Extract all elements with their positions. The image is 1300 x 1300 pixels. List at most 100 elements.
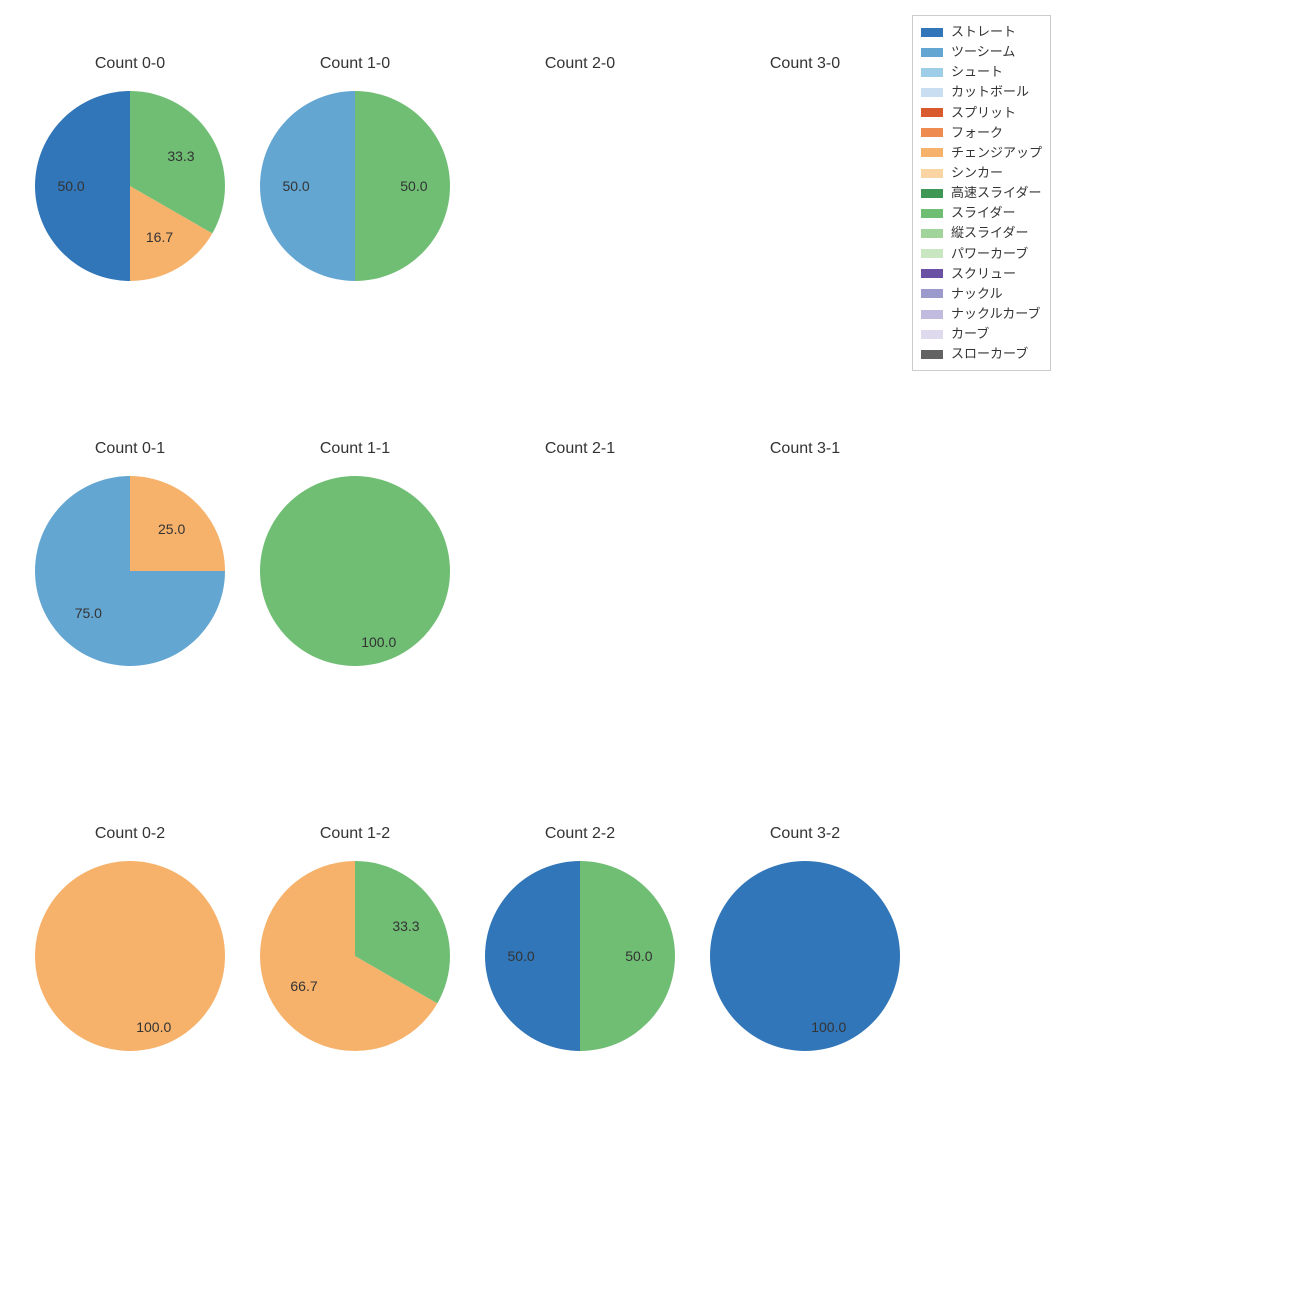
pie: 50.0 50.0 — [485, 861, 675, 1051]
legend-swatch — [921, 128, 943, 137]
panel-title: Count 3-0 — [695, 55, 915, 73]
legend-swatch — [921, 350, 943, 359]
legend-item: スライダー — [921, 203, 1042, 223]
legend-label: カットボール — [951, 82, 1029, 102]
panel-title: Count 1-1 — [245, 440, 465, 458]
legend-label: スライダー — [951, 203, 1015, 223]
legend-item: シュート — [921, 62, 1042, 82]
legend-label: ナックルカーブ — [951, 304, 1040, 324]
slice-label: 16.7 — [146, 229, 173, 245]
panel-count-3_0: Count 3-0 — [695, 55, 915, 281]
legend-label: シュート — [951, 62, 1003, 82]
panel-count-2_2: Count 2-2 50.0 50.0 — [470, 825, 690, 1051]
figure: Count 0-050.016.733.3Count 1-050.050.0Co… — [0, 0, 1300, 1300]
pie — [710, 476, 900, 666]
panel-title: Count 3-1 — [695, 440, 915, 458]
panel-count-0_1: Count 0-1 75.0 25.0 — [20, 440, 240, 666]
slice-label: 33.3 — [167, 148, 194, 164]
panel-title: Count 0-2 — [20, 825, 240, 843]
legend-swatch — [921, 48, 943, 57]
pie: 50.0 16.7 33.3 — [35, 91, 225, 281]
slice-label: 50.0 — [625, 948, 652, 964]
legend-label: フォーク — [951, 123, 1003, 143]
legend-swatch — [921, 310, 943, 319]
legend-label: チェンジアップ — [951, 143, 1042, 163]
panel-count-1_2: Count 1-2 66.733.3 — [245, 825, 465, 1051]
slice-label: 50.0 — [400, 178, 427, 194]
legend-label: シンカー — [951, 163, 1003, 183]
legend-swatch — [921, 189, 943, 198]
legend-item: パワーカーブ — [921, 244, 1042, 264]
legend-swatch — [921, 108, 943, 117]
legend-label: ストレート — [951, 22, 1016, 42]
panel-count-1_0: Count 1-0 50.0 50.0 — [245, 55, 465, 281]
panel-count-0_2: Count 0-2 100.0 — [20, 825, 240, 1051]
legend-swatch — [921, 88, 943, 97]
pie: 100.0 — [35, 861, 225, 1051]
legend-swatch — [921, 269, 943, 278]
legend-item: ストレート — [921, 22, 1042, 42]
pie: 100.0 — [260, 476, 450, 666]
slice-label: 50.0 — [507, 948, 534, 964]
slice-label: 50.0 — [282, 178, 309, 194]
legend-item: スプリット — [921, 103, 1042, 123]
slice-label: 75.0 — [75, 605, 102, 621]
legend-swatch — [921, 28, 943, 37]
legend-item: シンカー — [921, 163, 1042, 183]
legend-item: 高速スライダー — [921, 183, 1042, 203]
panel-count-2_1: Count 2-1 — [470, 440, 690, 666]
legend-label: カーブ — [951, 324, 989, 344]
legend-swatch — [921, 148, 943, 157]
legend-label: 高速スライダー — [951, 183, 1041, 203]
slice-label: 25.0 — [158, 521, 185, 537]
panel-count-1_1: Count 1-1 100.0 — [245, 440, 465, 666]
pie — [485, 476, 675, 666]
legend-swatch — [921, 330, 943, 339]
pie — [710, 91, 900, 281]
slice-label: 50.0 — [57, 178, 84, 194]
panel-title: Count 3-2 — [695, 825, 915, 843]
slice-label: 100.0 — [136, 1019, 171, 1035]
legend-swatch — [921, 229, 943, 238]
legend-swatch — [921, 169, 943, 178]
panel-title: Count 2-0 — [470, 55, 690, 73]
legend-item: チェンジアップ — [921, 143, 1042, 163]
legend-item: カーブ — [921, 324, 1042, 344]
panel-count-0_0: Count 0-0 50.0 16.7 33.3 — [20, 55, 240, 281]
legend-label: ナックル — [951, 284, 1003, 304]
legend-label: スクリュー — [951, 264, 1016, 284]
pie: 100.0 — [710, 861, 900, 1051]
slice-label: 66.7 — [290, 978, 317, 994]
panel-title: Count 1-0 — [245, 55, 465, 73]
legend-swatch — [921, 68, 943, 77]
panel-title: Count 2-1 — [470, 440, 690, 458]
slice-label: 100.0 — [811, 1019, 846, 1035]
legend-item: 縦スライダー — [921, 223, 1042, 243]
panel-title: Count 0-0 — [20, 55, 240, 73]
slice-label: 100.0 — [361, 634, 396, 650]
legend-item: スローカーブ — [921, 344, 1042, 364]
panel-count-3_2: Count 3-2 100.0 — [695, 825, 915, 1051]
legend-label: 縦スライダー — [951, 223, 1028, 243]
legend-item: ナックル — [921, 284, 1042, 304]
legend-label: ツーシーム — [951, 42, 1015, 62]
legend-label: スローカーブ — [951, 344, 1028, 364]
panel-title: Count 0-1 — [20, 440, 240, 458]
pie — [485, 91, 675, 281]
legend: ストレートツーシームシュートカットボールスプリットフォークチェンジアップシンカー… — [912, 15, 1051, 371]
legend-item: フォーク — [921, 123, 1042, 143]
panel-title: Count 2-2 — [470, 825, 690, 843]
panel-title: Count 1-2 — [245, 825, 465, 843]
pie: 66.733.3 — [260, 861, 450, 1051]
pie: 75.0 25.0 — [35, 476, 225, 666]
legend-item: ナックルカーブ — [921, 304, 1042, 324]
legend-swatch — [921, 209, 943, 218]
panel-count-3_1: Count 3-1 — [695, 440, 915, 666]
legend-item: ツーシーム — [921, 42, 1042, 62]
legend-swatch — [921, 289, 943, 298]
legend-label: スプリット — [951, 103, 1016, 123]
legend-item: カットボール — [921, 82, 1042, 102]
legend-swatch — [921, 249, 943, 258]
pie: 50.0 50.0 — [260, 91, 450, 281]
legend-label: パワーカーブ — [951, 244, 1028, 264]
